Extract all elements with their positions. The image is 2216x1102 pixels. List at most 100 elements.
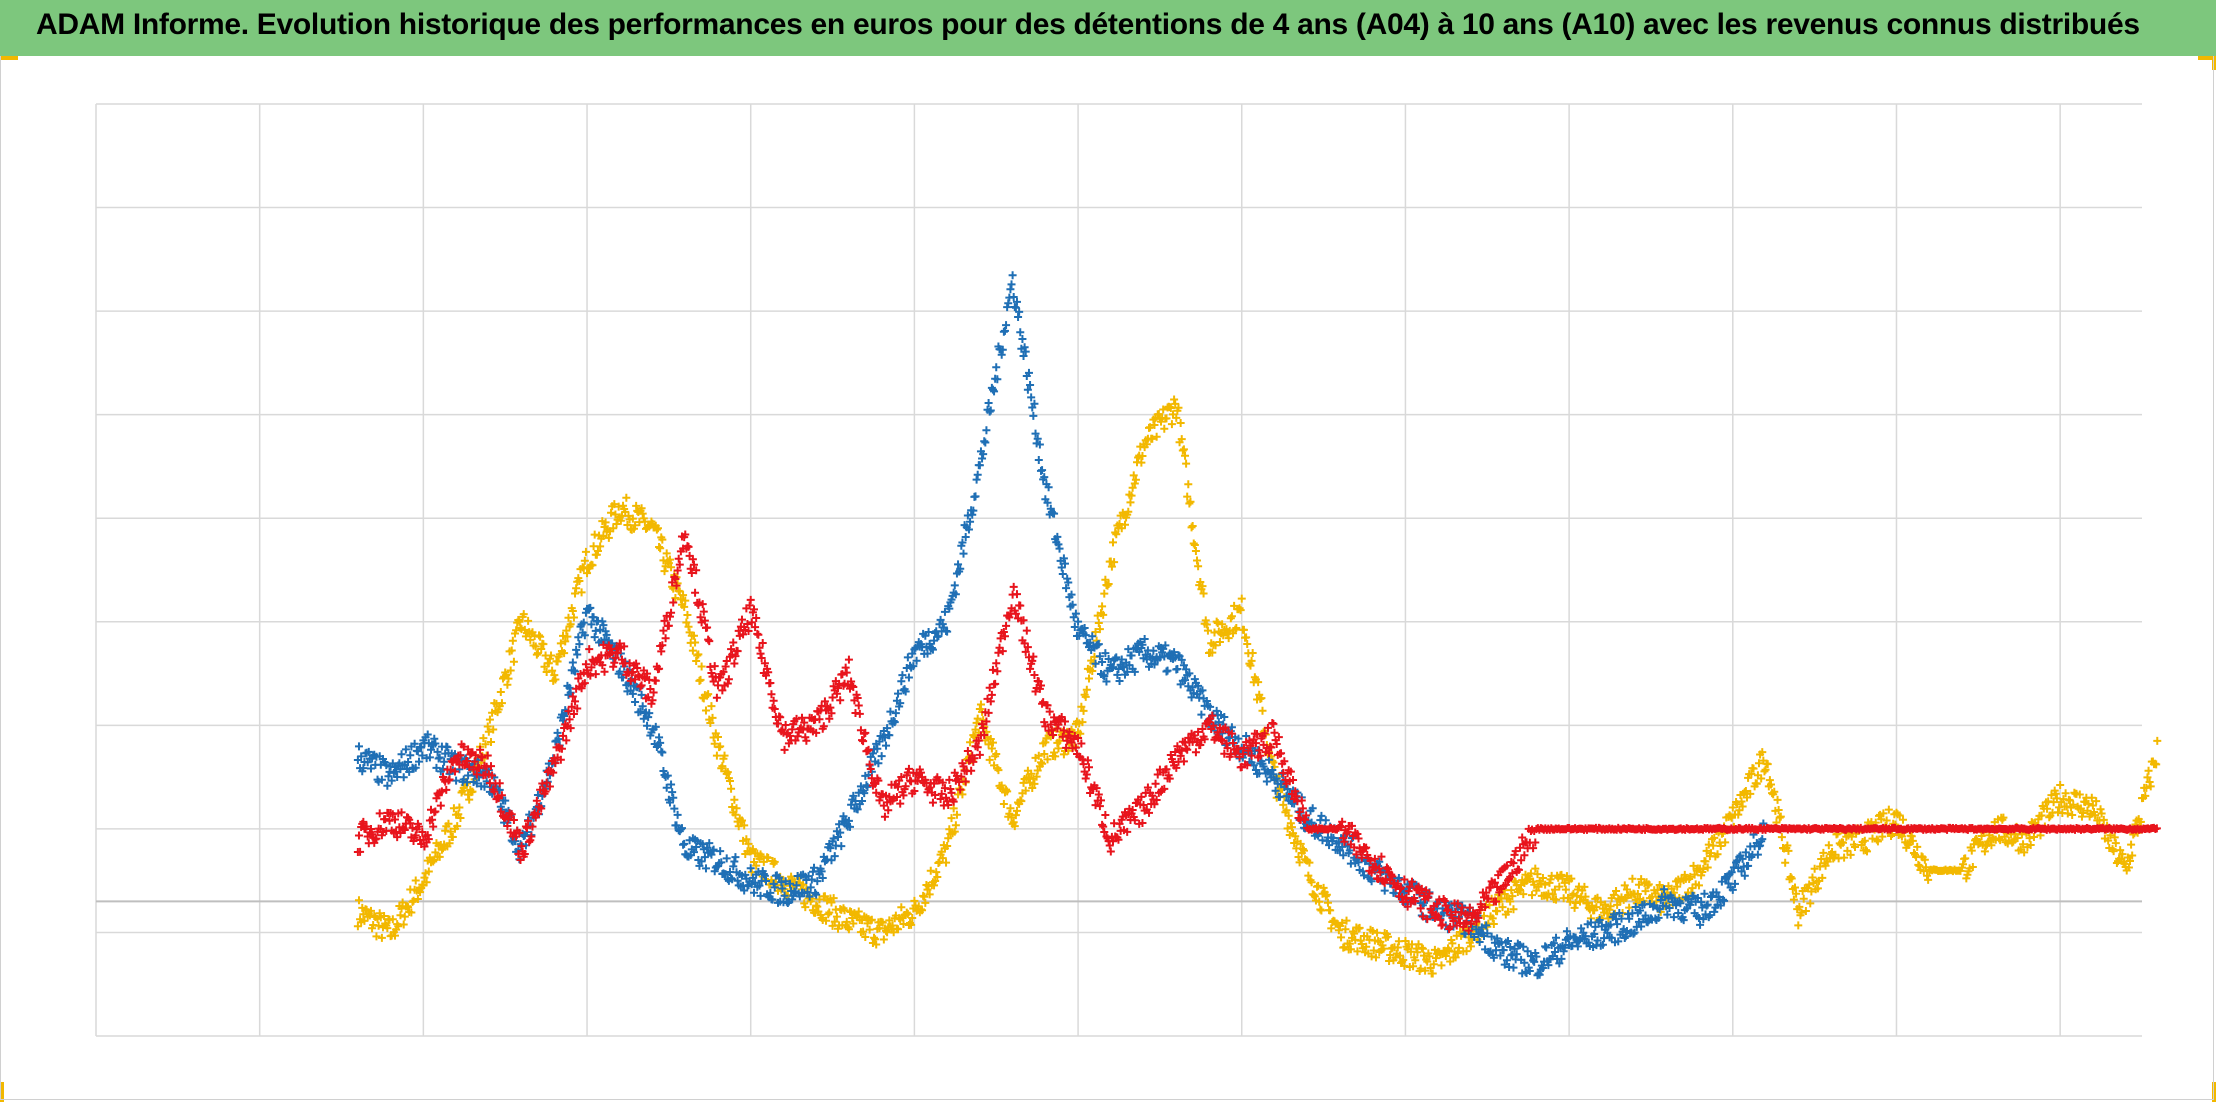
data-point — [401, 745, 410, 754]
data-point — [1806, 899, 1815, 908]
data-point — [656, 738, 665, 747]
data-point — [1032, 772, 1041, 781]
data-point — [1206, 702, 1215, 711]
data-point — [1393, 943, 1402, 952]
data-point — [842, 917, 851, 926]
data-point — [1498, 903, 1507, 912]
data-point — [1107, 562, 1116, 571]
data-point — [430, 734, 439, 743]
data-point — [1062, 584, 1071, 593]
data-point — [1316, 905, 1325, 914]
data-point — [1218, 620, 1227, 629]
data-point — [1908, 836, 1917, 845]
data-point — [387, 776, 396, 785]
data-point — [485, 715, 494, 724]
data-point — [710, 867, 719, 876]
data-point — [815, 715, 824, 724]
data-point — [849, 919, 858, 928]
data-point — [1528, 891, 1537, 900]
data-point — [410, 739, 419, 748]
data-point — [1055, 544, 1064, 553]
data-point — [777, 878, 786, 887]
data-point — [1193, 556, 1202, 565]
data-point — [1846, 850, 1855, 859]
data-point — [1538, 964, 1547, 973]
data-point — [764, 853, 773, 862]
data-point — [417, 743, 426, 752]
data-point — [400, 912, 409, 921]
data-point — [436, 801, 445, 810]
data-point — [2146, 782, 2155, 791]
data-point — [1773, 795, 1782, 804]
data-point — [1409, 962, 1418, 971]
data-point — [601, 518, 610, 527]
data-point — [443, 743, 452, 752]
data-point — [1063, 574, 1072, 583]
data-point — [616, 516, 625, 525]
data-point — [1236, 606, 1245, 615]
data-point — [780, 745, 789, 754]
data-point — [2062, 802, 2071, 811]
data-point — [1781, 858, 1790, 867]
data-point — [2153, 736, 2162, 745]
data-point — [1980, 847, 1989, 856]
data-point — [1183, 745, 1192, 754]
data-point — [1530, 957, 1539, 966]
data-point — [2152, 760, 2161, 769]
data-point — [1269, 770, 1278, 779]
data-point — [1017, 797, 1026, 806]
data-point — [1462, 947, 1471, 956]
data-point — [1577, 924, 1586, 933]
data-point — [484, 727, 493, 736]
data-point — [533, 649, 542, 658]
data-point — [806, 883, 815, 892]
data-point — [1710, 907, 1719, 916]
data-point — [452, 776, 461, 785]
data-point — [364, 747, 373, 756]
data-point — [684, 622, 693, 631]
data-point — [1482, 921, 1491, 930]
data-point — [1176, 418, 1185, 427]
data-point — [1283, 784, 1292, 793]
data-point — [1345, 846, 1354, 855]
data-point — [1182, 459, 1191, 468]
data-point — [1549, 939, 1558, 948]
data-point — [1899, 815, 1908, 824]
data-point — [1239, 625, 1248, 634]
data-point — [894, 925, 903, 934]
data-point — [938, 854, 947, 863]
data-point — [1149, 646, 1158, 655]
data-point — [674, 554, 683, 563]
data-point — [448, 832, 457, 841]
data-point — [680, 839, 689, 848]
data-point — [515, 617, 524, 626]
data-point — [661, 634, 670, 643]
data-point — [871, 935, 880, 944]
data-point — [1191, 748, 1200, 757]
data-point — [942, 858, 951, 867]
data-point — [394, 922, 403, 931]
data-point — [718, 762, 727, 771]
data-point — [479, 734, 488, 743]
data-point — [1744, 861, 1753, 870]
data-point — [1224, 634, 1233, 643]
data-point — [628, 689, 637, 698]
data-point — [854, 701, 863, 710]
data-point — [1279, 800, 1288, 809]
data-point — [580, 556, 589, 565]
data-point — [1603, 928, 1612, 937]
data-point — [1840, 853, 1849, 862]
data-point — [2026, 841, 2035, 850]
data-point — [1721, 838, 1730, 847]
data-point — [2029, 832, 2038, 841]
data-point — [572, 645, 581, 654]
data-point — [2037, 811, 2046, 820]
data-point — [932, 868, 941, 877]
data-point — [2144, 766, 2153, 775]
data-point — [695, 676, 704, 685]
data-point — [1095, 625, 1104, 634]
data-point — [1757, 774, 1766, 783]
data-point — [830, 917, 839, 926]
data-point — [1673, 882, 1682, 891]
data-point — [1004, 299, 1013, 308]
